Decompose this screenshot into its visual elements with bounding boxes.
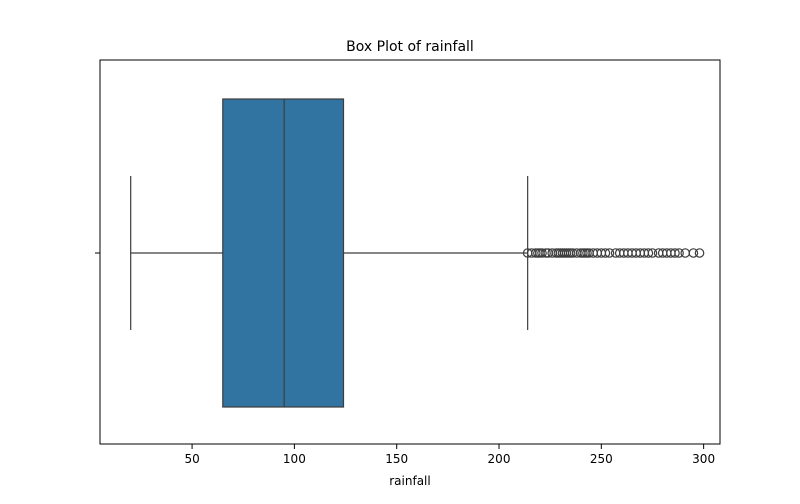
outlier-point (604, 248, 615, 258)
x-tick-label: 50 (184, 452, 199, 466)
chart-title: Box Plot of rainfall (346, 39, 474, 55)
plot-area (130, 98, 705, 408)
x-tick-label: 200 (488, 452, 511, 466)
outlier-point (694, 248, 705, 258)
x-tick-label: 100 (283, 452, 306, 466)
outlier-point (688, 248, 699, 258)
x-tick-label: 300 (692, 452, 715, 466)
outlier-point (643, 248, 654, 258)
x-axis-label: rainfall (389, 474, 430, 488)
x-axis-ticks: 50 100 150 200 250 300 (184, 444, 715, 466)
outlier-point (600, 248, 611, 258)
outlier-point (680, 248, 691, 258)
outlier-point (674, 248, 684, 258)
axes-frame (99, 59, 721, 445)
outlier-point (537, 248, 547, 258)
x-tick-label: 250 (590, 452, 613, 466)
outlier-point (670, 248, 680, 258)
box-iqr (222, 98, 345, 408)
x-tick-label: 150 (385, 452, 408, 466)
outlier-point (647, 248, 658, 258)
